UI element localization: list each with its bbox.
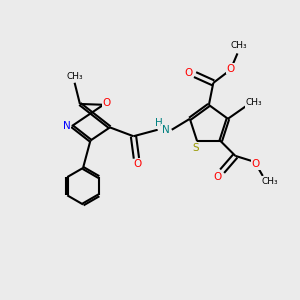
Text: N: N <box>63 121 70 131</box>
Text: CH₃: CH₃ <box>66 72 83 81</box>
Text: O: O <box>134 159 142 169</box>
Text: O: O <box>252 159 260 169</box>
Text: O: O <box>103 98 111 108</box>
Text: S: S <box>192 142 199 153</box>
Text: H: H <box>155 118 163 128</box>
Text: N: N <box>162 125 170 135</box>
Text: CH₃: CH₃ <box>262 177 278 186</box>
Text: CH₃: CH₃ <box>231 41 247 50</box>
Text: O: O <box>184 68 193 78</box>
Text: O: O <box>214 172 222 182</box>
Text: O: O <box>227 64 235 74</box>
Text: CH₃: CH₃ <box>245 98 262 107</box>
